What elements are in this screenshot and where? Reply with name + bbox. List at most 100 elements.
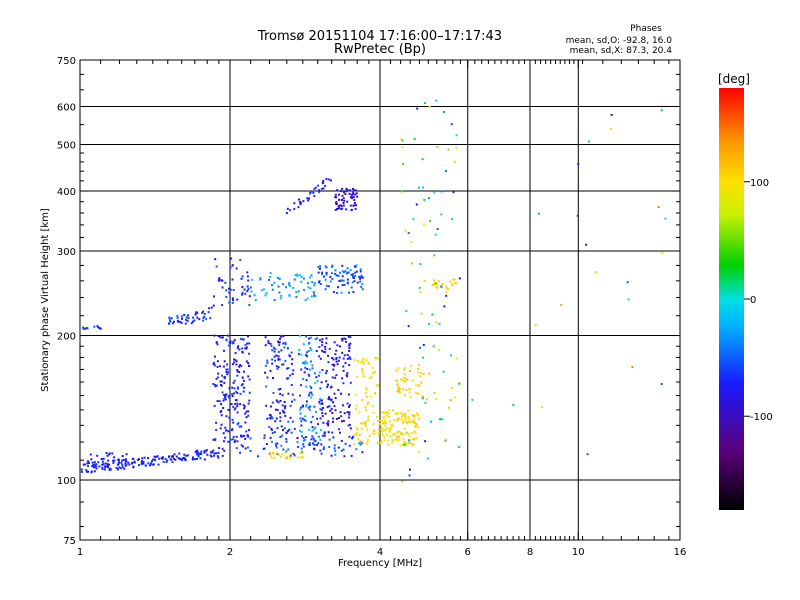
echo-point <box>269 436 272 439</box>
echo-point <box>408 388 411 390</box>
echo-point <box>282 342 285 345</box>
echo-point <box>305 403 308 406</box>
echo-point <box>170 458 173 461</box>
echo-point <box>384 421 387 424</box>
echo-point <box>228 441 231 444</box>
echo-point <box>455 146 458 149</box>
echo-point <box>121 466 124 469</box>
echo-point <box>289 374 292 377</box>
echo-point <box>332 368 335 371</box>
echo-point <box>362 375 365 378</box>
echo-point <box>374 357 377 360</box>
echo-point <box>228 344 230 347</box>
echo-point <box>277 340 280 343</box>
echo-point <box>585 243 588 246</box>
echo-point <box>369 377 372 379</box>
echo-point <box>220 336 223 339</box>
echo-point <box>95 467 98 470</box>
echo-point <box>296 274 299 277</box>
echo-point <box>371 432 374 435</box>
echo-point <box>314 372 316 375</box>
echo-point <box>405 389 408 392</box>
echo-point <box>330 407 333 410</box>
echo-point <box>398 430 401 433</box>
echo-point <box>413 421 416 424</box>
echo-point <box>269 342 272 345</box>
echo-point <box>306 355 308 358</box>
echo-point <box>147 457 149 460</box>
echo-point <box>322 448 325 451</box>
echo-point <box>404 432 407 435</box>
echo-point <box>355 433 358 436</box>
echo-point <box>231 363 234 366</box>
echo-point <box>223 377 226 380</box>
echo-point <box>340 415 343 418</box>
echo-point <box>247 414 250 417</box>
echo-point <box>310 360 312 363</box>
echo-point <box>417 450 420 453</box>
echo-point <box>331 363 334 366</box>
echo-point <box>334 208 337 211</box>
echo-point <box>323 434 326 437</box>
echo-point <box>235 363 238 366</box>
echo-point <box>228 416 231 419</box>
echo-point <box>384 428 387 431</box>
echo-point <box>277 388 280 391</box>
echo-point <box>116 463 119 466</box>
echo-point <box>104 462 107 465</box>
echo-point <box>310 336 313 339</box>
echo-point <box>348 347 351 350</box>
echo-point <box>348 192 351 195</box>
echo-point <box>424 401 427 404</box>
echo-point <box>285 457 287 460</box>
echo-point <box>299 451 302 454</box>
echo-point <box>308 368 311 371</box>
echo-point <box>366 440 369 443</box>
echo-point <box>161 457 164 460</box>
echo-point <box>341 187 344 190</box>
echo-point <box>244 412 247 415</box>
echo-point <box>196 449 199 452</box>
echo-point <box>367 415 370 418</box>
echo-point <box>236 386 239 389</box>
echo-point <box>398 391 401 394</box>
echo-point <box>216 400 219 402</box>
echo-point <box>344 362 347 365</box>
echo-point <box>200 450 203 453</box>
echo-point <box>302 445 305 448</box>
echo-point <box>236 402 239 405</box>
echo-point <box>417 367 420 370</box>
echo-point <box>238 371 241 374</box>
echo-point <box>404 229 407 232</box>
echo-point <box>372 423 375 426</box>
echo-point <box>223 360 226 363</box>
echo-point <box>234 352 237 355</box>
echo-point <box>287 367 290 369</box>
echo-point <box>232 405 235 408</box>
echo-point <box>115 466 118 469</box>
echo-point <box>534 323 537 326</box>
echo-point <box>433 191 436 194</box>
echo-point <box>272 377 274 379</box>
echo-point <box>403 368 406 371</box>
echo-point <box>416 107 419 110</box>
echo-point <box>342 419 345 422</box>
echo-point <box>101 458 104 461</box>
echo-point <box>283 405 286 408</box>
echo-point <box>354 408 357 411</box>
echo-point <box>225 415 228 418</box>
echo-point <box>241 383 244 386</box>
echo-point <box>289 404 292 407</box>
echo-point <box>453 161 456 164</box>
echo-point <box>355 432 358 435</box>
echo-point <box>453 396 456 399</box>
echo-point <box>247 288 250 291</box>
echo-point <box>387 439 390 442</box>
echo-point <box>281 434 284 437</box>
echo-point <box>374 370 377 373</box>
echo-point <box>241 293 244 296</box>
echo-point <box>345 190 348 193</box>
y-tick-label: 500 <box>57 141 76 152</box>
echo-point <box>301 417 304 420</box>
echo-point <box>414 432 417 435</box>
